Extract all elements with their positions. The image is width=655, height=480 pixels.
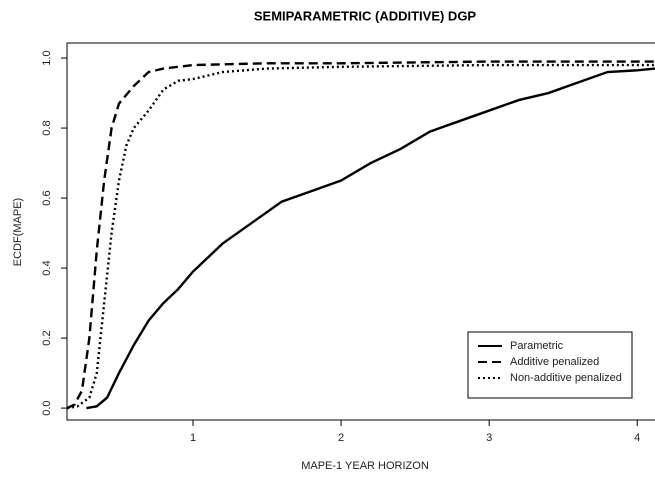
- ecdf-line: [67, 60, 655, 410]
- legend-label: Additive penalized: [510, 356, 599, 368]
- y-tick-label: 0.4: [41, 260, 53, 275]
- plot-frame: [66, 42, 655, 421]
- plot-lines: [67, 60, 655, 410]
- x-tick-label: 4: [634, 432, 640, 444]
- x-tick-label: 3: [486, 432, 492, 444]
- x-tick-label: 1: [190, 432, 196, 444]
- y-tick-label: 1.0: [41, 50, 53, 65]
- ecdf-line: [86, 67, 655, 410]
- y-tick-label: 0.2: [41, 330, 53, 345]
- legend-label: Parametric: [510, 340, 564, 352]
- legend-box: [467, 331, 633, 399]
- y-tick-label: 0.0: [41, 400, 53, 415]
- y-axis-label: ECDF(MAPE): [12, 198, 24, 266]
- legend-label: Non-additive penalized: [510, 372, 622, 384]
- x-tick-label: 2: [338, 432, 344, 444]
- x-axis-label: MAPE-1 YEAR HORIZON: [301, 460, 429, 472]
- y-tick-label: 0.6: [41, 190, 53, 205]
- ecdf-line: [67, 63, 655, 410]
- chart-title: SEMIPARAMETRIC (ADDITIVE) DGP: [254, 8, 477, 23]
- y-tick-label: 0.8: [41, 120, 53, 135]
